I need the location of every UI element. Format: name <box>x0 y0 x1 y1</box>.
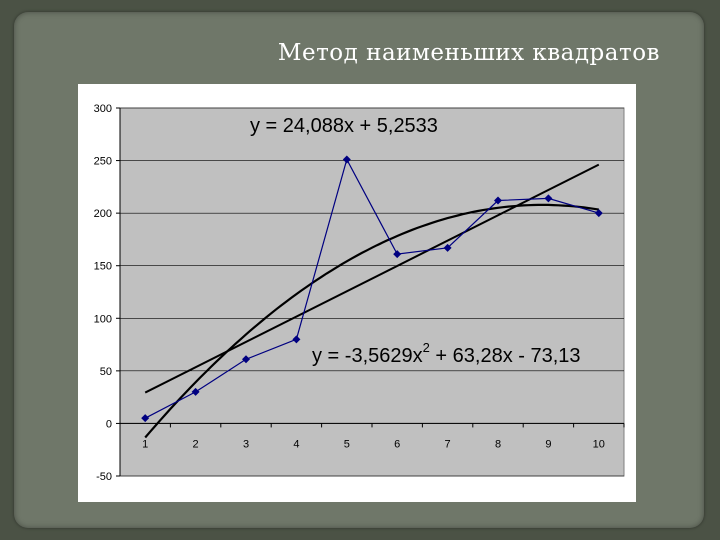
x-tick-label: 1 <box>142 438 148 450</box>
linear-trendline <box>144 163 600 394</box>
data-point <box>594 209 603 218</box>
y-tick-label: 150 <box>94 261 112 273</box>
y-tick-label: -50 <box>96 471 112 483</box>
data-point <box>544 194 553 203</box>
plot-area <box>119 107 625 477</box>
data-point <box>191 387 200 396</box>
linear-equation: y = 24,088x + 5,2533 <box>250 115 438 137</box>
y-tick-label: 100 <box>94 313 112 325</box>
y-tick-label: 200 <box>94 208 112 220</box>
data-point <box>443 243 452 252</box>
x-tick-label: 2 <box>193 438 199 450</box>
y-tick-label: 0 <box>106 418 112 430</box>
series-line <box>144 157 599 419</box>
poly-eq-main: y = -3,5629x <box>312 345 423 367</box>
slide-title: Метод наименьших квадратов <box>277 40 660 66</box>
x-tick-label: 8 <box>495 438 501 450</box>
x-tick-label: 7 <box>445 438 451 450</box>
data-point <box>393 250 402 259</box>
y-tick-label: 300 <box>94 103 112 115</box>
polynomial-trendline <box>144 203 599 439</box>
data-point <box>292 335 301 344</box>
x-tick-label: 5 <box>344 438 350 450</box>
data-point <box>141 414 150 423</box>
y-tick-label: 250 <box>94 156 112 168</box>
x-tick-label: 3 <box>243 438 249 450</box>
axes <box>116 107 625 477</box>
poly-eq-exponent: 2 <box>423 340 430 355</box>
tick-labels: 300 250 200 150 100 50 0 -50 1 2 3 4 5 6 7 8 9 10 <box>94 103 605 483</box>
chart-svg: 300 250 200 150 100 50 0 -50 1 2 3 4 5 6 7 8 9 10 y = 24,… <box>94 103 625 483</box>
data-point <box>342 155 351 164</box>
chart-frame: 300 250 200 150 100 50 0 -50 1 2 3 4 5 6 7 8 9 10 y = 24,… <box>78 84 636 502</box>
x-tick-label: 4 <box>293 438 299 450</box>
data-point <box>242 355 250 364</box>
polynomial-equation: y = -3,5629x2 + 63,28x - 73,13 <box>312 340 581 367</box>
x-tick-label: 9 <box>545 438 551 450</box>
data-point <box>494 196 502 205</box>
y-tick-label: 50 <box>100 366 112 378</box>
data-series <box>141 155 603 423</box>
trendlines <box>144 163 600 439</box>
x-tick-label: 6 <box>394 438 400 450</box>
poly-eq-rest: + 63,28x - 73,13 <box>430 345 581 367</box>
x-tick-label: 10 <box>593 438 605 450</box>
